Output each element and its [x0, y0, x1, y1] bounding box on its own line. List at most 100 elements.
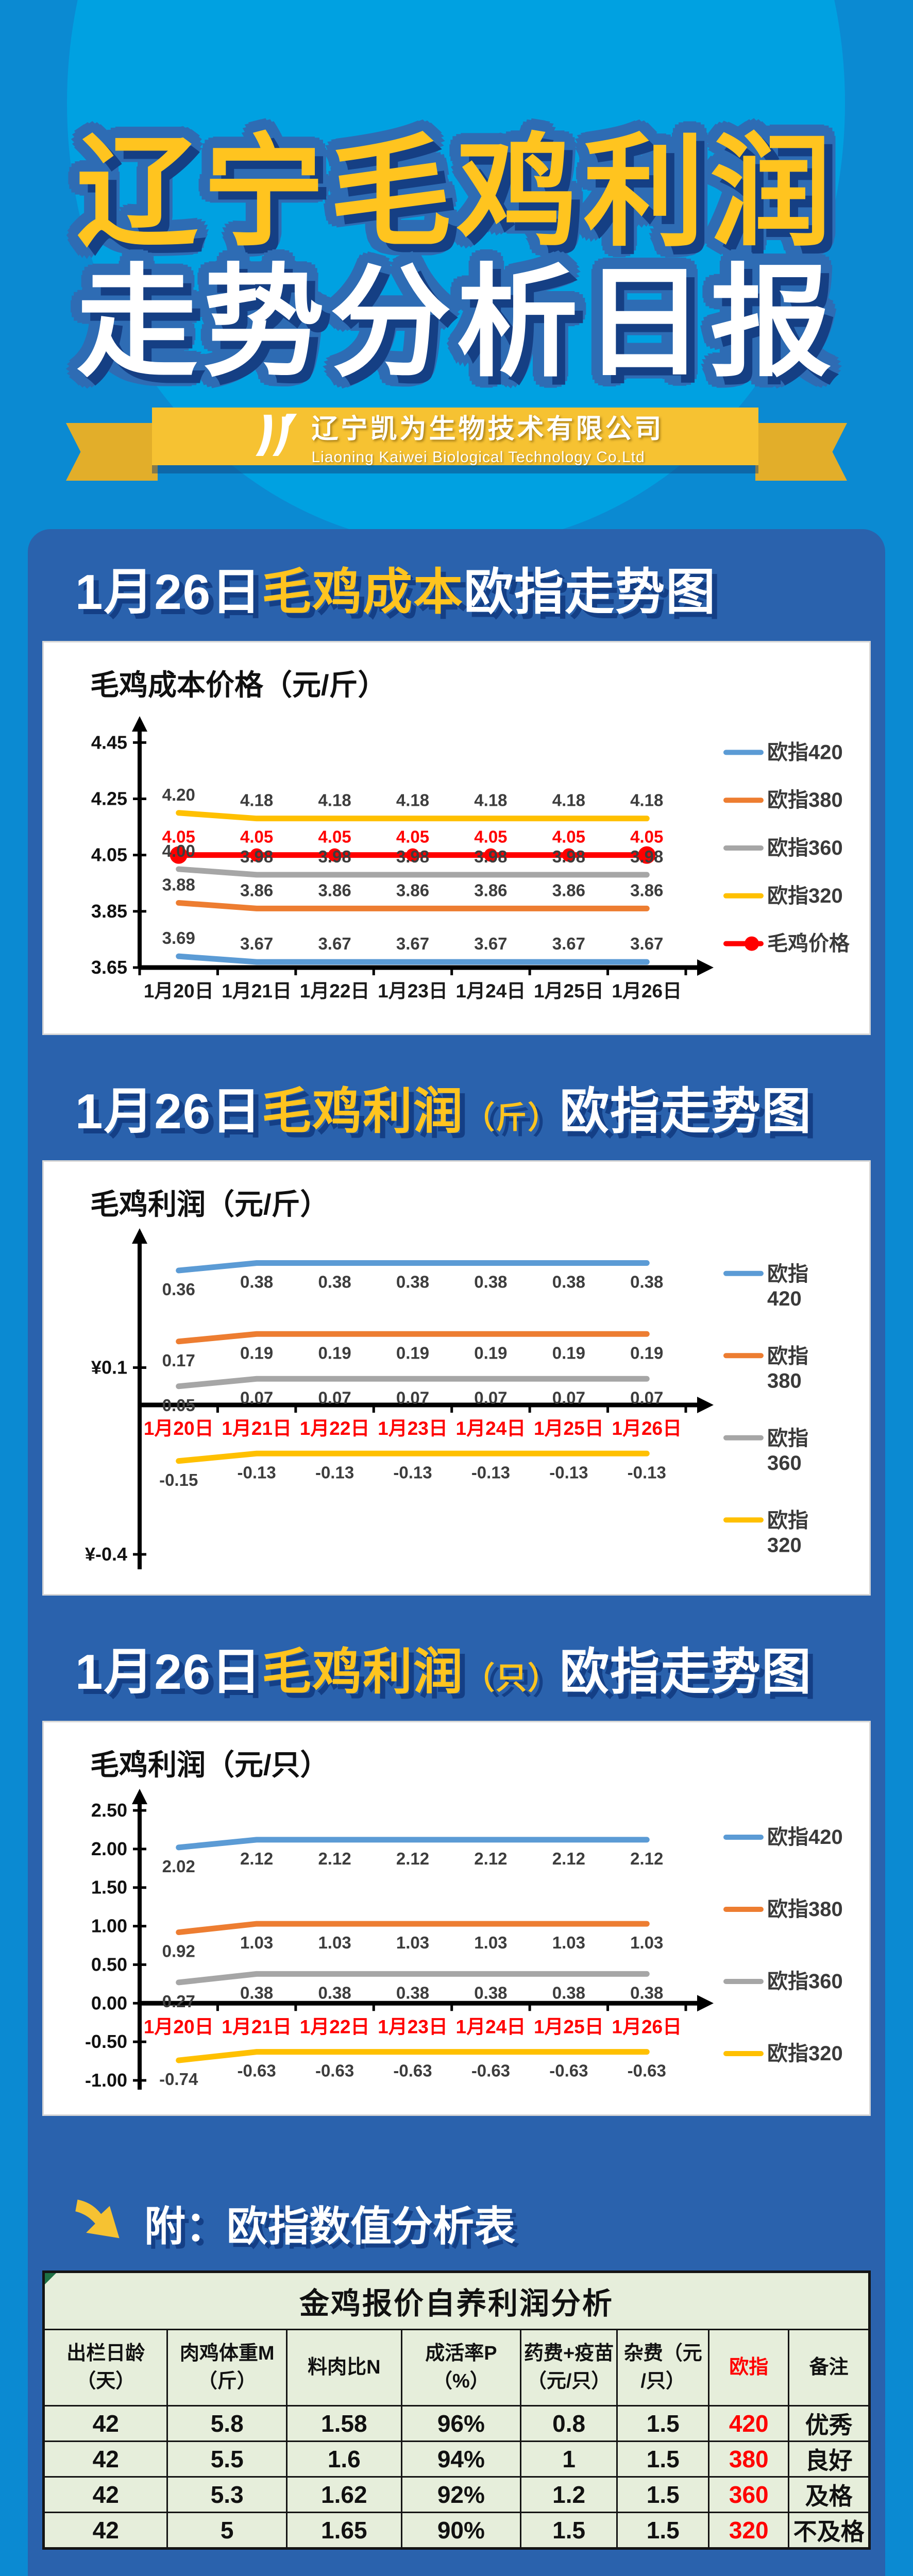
svg-text:3.98: 3.98 [552, 847, 585, 866]
svg-text:欧指320: 欧指320 [767, 1509, 808, 1556]
svg-text:0.19: 0.19 [396, 1343, 429, 1362]
svg-text:1月26日: 1月26日 [612, 980, 682, 1002]
svg-text:1月23日: 1月23日 [378, 1418, 448, 1439]
svg-text:0.92: 0.92 [162, 1942, 195, 1961]
svg-text:0.17: 0.17 [162, 1351, 195, 1370]
table-header-cell: 欧指 [708, 2329, 790, 2407]
svg-text:0.38: 0.38 [396, 1273, 429, 1292]
svg-text:0.19: 0.19 [318, 1343, 351, 1362]
svg-text:0.07: 0.07 [240, 1388, 273, 1407]
svg-text:1.03: 1.03 [552, 1933, 585, 1952]
annex-arrow-icon [71, 2195, 125, 2251]
svg-text:4.18: 4.18 [318, 791, 351, 810]
ribbon-tail-left [66, 423, 158, 481]
section-title-profit-bird: 1月26日毛鸡利润（只）欧指走势图 [75, 1632, 885, 1703]
svg-text:2.50: 2.50 [91, 1800, 127, 1821]
company-name-block: 辽宁凯为生物技术有限公司 Liaoning Kaiwei Biological … [311, 407, 664, 466]
table-cell: 良好 [788, 2441, 870, 2478]
svg-text:1月22日: 1月22日 [300, 2016, 370, 2037]
svg-text:-0.63: -0.63 [393, 2061, 432, 2080]
profit-jin-chart-title: 毛鸡利润（元/斤） [90, 1188, 329, 1221]
svg-text:1.00: 1.00 [91, 1916, 127, 1937]
svg-text:欧指360: 欧指360 [767, 1970, 843, 1993]
table-title: 金鸡报价自养利润分析 [43, 2271, 870, 2331]
svg-text:欧指360: 欧指360 [767, 837, 843, 859]
svg-text:-0.13: -0.13 [628, 1463, 666, 1482]
svg-text:0.19: 0.19 [552, 1343, 585, 1362]
company-name-en: Liaoning Kaiwei Biological Technology Co… [311, 448, 645, 466]
main-title-line2: 走势分析日报 [76, 255, 837, 391]
table-header-cell: 药费+疫苗 （元/只） [520, 2329, 618, 2407]
table-cell: 优秀 [788, 2405, 870, 2443]
svg-text:4.05: 4.05 [630, 827, 663, 846]
svg-text:2.12: 2.12 [318, 1849, 351, 1868]
svg-text:0.07: 0.07 [552, 1388, 585, 1407]
svg-text:4.05: 4.05 [552, 827, 585, 846]
table-cell: 5 [166, 2512, 288, 2550]
table-header-row: 出栏日龄 （天） 肉鸡体重M （斤） 料肉比N 成活率P （%） 药费+疫苗 （元/只）… [42, 2329, 870, 2407]
profit-analysis-table: 金鸡报价自养利润分析 出栏日龄 （天） 肉鸡体重M （斤） 料肉比N 成活率P （%）药… [42, 2270, 871, 2550]
svg-text:4.18: 4.18 [396, 791, 429, 810]
table-cell: 320 [708, 2512, 790, 2550]
svg-text:3.86: 3.86 [240, 880, 273, 900]
svg-text:1.03: 1.03 [318, 1933, 351, 1952]
svg-text:1月22日: 1月22日 [300, 1418, 370, 1439]
section-title-suffix: 欧指走势图 [560, 1645, 813, 1700]
svg-text:4.05: 4.05 [162, 827, 195, 846]
table-cell: 42 [42, 2405, 168, 2443]
svg-text:0.38: 0.38 [552, 1273, 585, 1292]
svg-text:1月22日: 1月22日 [300, 980, 370, 1002]
table-cell: 0.8 [520, 2405, 618, 2443]
svg-text:0.38: 0.38 [318, 1983, 351, 2002]
content-panel: 1月26日毛鸡成本欧指走势图 毛鸡成本价格（元/斤） 4.45 4.25 4.05 3… [28, 529, 885, 2576]
svg-text:0.07: 0.07 [630, 1388, 663, 1407]
table-cell: 1.6 [285, 2441, 402, 2478]
table-cell: 1.5 [616, 2512, 710, 2550]
company-name-cn: 辽宁凯为生物技术有限公司 [311, 414, 664, 444]
svg-text:1月20日: 1月20日 [144, 1418, 214, 1439]
table-row: 42 5.5 1.6 94% 1 1.5 380 良好 [42, 2441, 870, 2478]
table-row: 42 5 1.65 90% 1.5 1.5 320 不及格 [42, 2512, 870, 2550]
svg-text:4.00: 4.00 [162, 841, 195, 860]
svg-text:3.65: 3.65 [91, 957, 127, 978]
svg-text:4.18: 4.18 [474, 791, 507, 810]
table-cell: 及格 [788, 2476, 870, 2514]
svg-text:3.67: 3.67 [630, 934, 663, 953]
table-cell: 不及格 [788, 2512, 870, 2550]
svg-text:0.07: 0.07 [474, 1388, 507, 1407]
table-cell: 5.5 [166, 2441, 288, 2478]
section-title-prefix: 1月26日 [75, 1084, 262, 1140]
table-cell: 1.62 [285, 2476, 402, 2514]
svg-text:-0.13: -0.13 [471, 1463, 510, 1482]
table-cell: 1.5 [616, 2441, 710, 2478]
svg-text:0.19: 0.19 [240, 1343, 273, 1362]
svg-text:0.38: 0.38 [396, 1983, 429, 2002]
profit-bird-chart-card: 毛鸡利润（元/只） 2.50 2.00 1.50 1.00 0.50 0.00 -0.50 -… [42, 1721, 871, 2116]
svg-text:1月21日: 1月21日 [222, 980, 292, 1002]
svg-text:1月23日: 1月23日 [378, 2016, 448, 2037]
svg-text:2.12: 2.12 [396, 1849, 429, 1868]
svg-text:0.27: 0.27 [162, 1992, 195, 2011]
table-cell: 420 [708, 2405, 790, 2443]
table-cell: 42 [42, 2476, 168, 2514]
table-title-row: 金鸡报价自养利润分析 [43, 2271, 870, 2331]
table-cell: 5.3 [166, 2476, 288, 2514]
table-header-cell: 料肉比N [285, 2329, 402, 2407]
svg-text:4.05: 4.05 [396, 827, 429, 846]
svg-text:0.36: 0.36 [162, 1280, 195, 1299]
svg-text:0.38: 0.38 [240, 1273, 273, 1292]
section-title-highlight: 毛鸡成本 [262, 565, 464, 620]
table-header-cell: 成活率P （%） [400, 2329, 522, 2407]
table-cell: 92% [400, 2476, 522, 2514]
svg-text:0.07: 0.07 [318, 1388, 351, 1407]
cost-chart-card: 毛鸡成本价格（元/斤） 4.45 4.25 4.05 3.85 3.65 1月20日 1月2… [42, 641, 871, 1036]
svg-text:1月26日: 1月26日 [612, 1418, 682, 1439]
annex-heading-text: 附：欧指数值分析表 [144, 2204, 515, 2250]
svg-text:-0.63: -0.63 [628, 2061, 666, 2080]
section-title-suffix: 欧指走势图 [464, 565, 717, 620]
table-cell: 1.5 [616, 2476, 710, 2514]
svg-text:0.00: 0.00 [91, 1992, 127, 2013]
table-corner-artifact [45, 2273, 56, 2285]
svg-text:-1.00: -1.00 [85, 2070, 127, 2091]
